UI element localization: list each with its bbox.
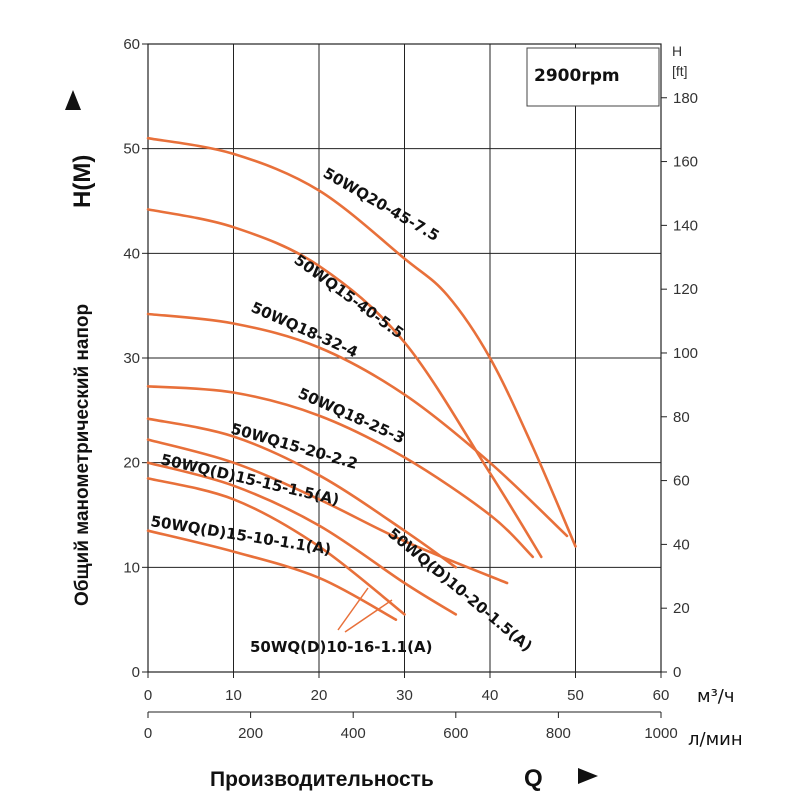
speed-label: 2900rpm: [534, 66, 620, 86]
pump-curve: [146, 417, 458, 569]
curve-label: 50WQ(D)10-20-1.5(A): [384, 524, 535, 655]
x-axis-symbol: Q: [524, 765, 543, 792]
y2-tick-label: 180: [673, 90, 698, 107]
y2-tick-label: 20: [673, 600, 690, 617]
speed-box: [526, 47, 660, 107]
y-tick-label: 30: [123, 350, 140, 367]
curve-label: 50WQ(D)10-16-1.1(A): [250, 638, 432, 656]
curve-label: 50WQ18-25-3: [295, 384, 407, 447]
x-tick-label: 20: [311, 687, 328, 704]
y2-tick-label: 80: [673, 409, 690, 426]
x-unit-label: м³/ч: [697, 686, 735, 707]
y2-tick-label: 60: [673, 473, 690, 490]
pump-curve: [146, 461, 458, 616]
y2-axis-unit: [ft]: [672, 63, 688, 79]
x2-tick-label: 800: [546, 725, 571, 742]
y2-tick-label: 100: [673, 345, 698, 362]
y-tick-label: 60: [123, 36, 140, 53]
pump-curve: [146, 208, 543, 559]
x2-tick-label: 600: [443, 725, 468, 742]
curve-labels: 50WQ20-45-7.550WQ15-40-5.550WQ18-32-450W…: [149, 164, 535, 656]
y2-tick-label: 120: [673, 281, 698, 298]
pump-curve: [146, 477, 406, 616]
x-tick-label: 50: [567, 687, 584, 704]
y-tick-label: 40: [123, 245, 140, 262]
x-tick-label: 0: [144, 687, 152, 704]
y-axis-title: Общий манометрический напор: [72, 304, 93, 606]
y2-tick-label: 40: [673, 536, 690, 553]
y-tick-label: 10: [123, 559, 140, 576]
y-tick-label: 20: [123, 455, 140, 472]
pump-curve: [146, 312, 569, 538]
x-axis-arrow-icon: [578, 768, 598, 784]
pump-curve: [146, 136, 577, 548]
y2-tick-label: 0: [673, 664, 681, 681]
curve-label: 50WQ15-20-2.2: [229, 420, 360, 473]
x2-tick-label: 200: [238, 725, 263, 742]
pump-curve: [146, 529, 398, 621]
x-tick-label: 30: [396, 687, 413, 704]
y-tick-label: 0: [132, 664, 140, 681]
pump-curve: [146, 385, 535, 559]
x-unit-secondary-label: л/мин: [688, 729, 743, 750]
pump-curve: [146, 438, 509, 585]
y2-tick-label: 160: [673, 154, 698, 171]
pump-curves: [146, 136, 577, 621]
y-tick-label: 50: [123, 141, 140, 158]
label-leader-line: [337, 587, 369, 631]
y-axis-arrow-icon: [65, 90, 81, 110]
x-tick-label: 60: [653, 687, 670, 704]
x2-tick-label: 0: [144, 725, 152, 742]
y2-axis-label: H: [672, 43, 682, 59]
grid: [147, 43, 662, 673]
x-tick-label: 40: [482, 687, 499, 704]
x2-tick-label: 1000: [644, 725, 677, 742]
y2-tick-label: 140: [673, 217, 698, 234]
label-leader-line: [344, 599, 393, 633]
x-tick-label: 10: [225, 687, 242, 704]
x2-tick-label: 400: [341, 725, 366, 742]
y-axis-unit: H(M): [69, 155, 96, 208]
x-axis-title: Производительность: [210, 768, 434, 791]
